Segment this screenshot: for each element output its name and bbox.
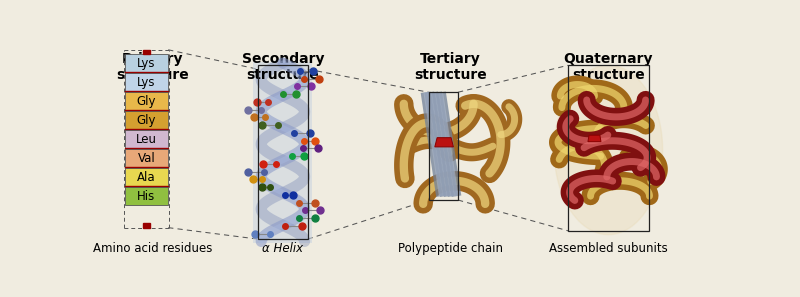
Text: Polypeptide chain: Polypeptide chain bbox=[398, 242, 502, 255]
Text: Assembled subunits: Assembled subunits bbox=[549, 242, 668, 255]
Bar bbox=[125, 91, 168, 92]
Polygon shape bbox=[554, 65, 662, 235]
Bar bbox=[125, 54, 168, 72]
Bar bbox=[125, 129, 168, 130]
Text: Gly: Gly bbox=[137, 95, 156, 108]
Text: Secondary
structure: Secondary structure bbox=[242, 52, 324, 82]
Bar bbox=[125, 130, 168, 148]
Text: Tertiary
structure: Tertiary structure bbox=[414, 52, 486, 82]
Text: Primary
structure: Primary structure bbox=[116, 52, 189, 82]
Bar bbox=[125, 148, 168, 149]
Text: His: His bbox=[138, 190, 156, 203]
Bar bbox=[142, 223, 150, 228]
Bar bbox=[125, 110, 168, 111]
Text: Ala: Ala bbox=[137, 171, 156, 184]
Text: α Helix: α Helix bbox=[262, 242, 303, 255]
Bar bbox=[568, 65, 649, 231]
Bar bbox=[254, 61, 312, 243]
Text: Amino acid residues: Amino acid residues bbox=[93, 242, 212, 255]
Text: Lys: Lys bbox=[138, 57, 156, 70]
Bar bbox=[125, 92, 168, 110]
Bar bbox=[125, 111, 168, 129]
Bar bbox=[142, 50, 150, 54]
Bar bbox=[125, 168, 168, 186]
Text: Quaternary
structure: Quaternary structure bbox=[564, 52, 653, 82]
Text: Lys: Lys bbox=[138, 76, 156, 89]
Text: Leu: Leu bbox=[136, 133, 157, 146]
Bar bbox=[125, 167, 168, 168]
Text: Gly: Gly bbox=[137, 114, 156, 127]
Bar bbox=[258, 65, 308, 239]
Bar bbox=[125, 72, 168, 73]
Bar bbox=[125, 187, 168, 205]
Bar bbox=[125, 149, 168, 167]
Bar bbox=[429, 92, 458, 200]
Polygon shape bbox=[435, 138, 454, 147]
Bar bbox=[125, 73, 168, 91]
Bar bbox=[125, 186, 168, 187]
Polygon shape bbox=[588, 135, 601, 142]
Text: Val: Val bbox=[138, 152, 155, 165]
